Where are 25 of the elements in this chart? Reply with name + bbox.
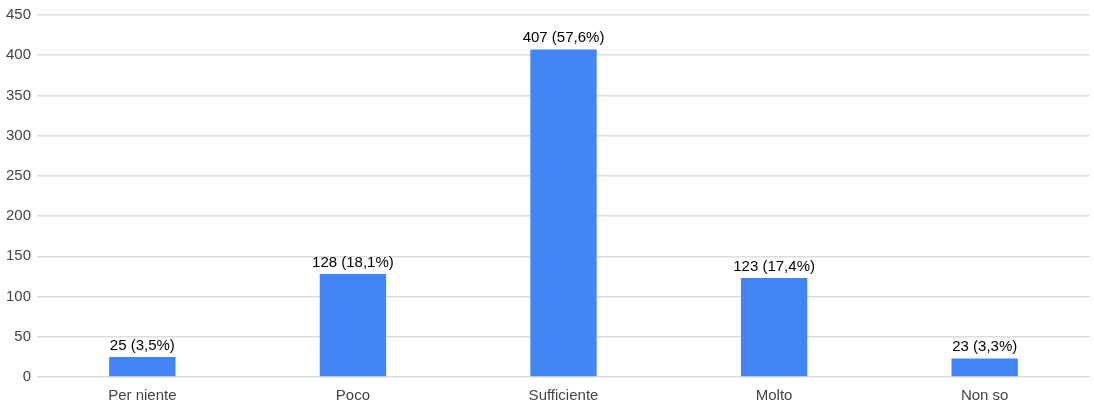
bar [951, 358, 1018, 377]
y-tick-label: 400 [6, 45, 32, 63]
y-tick-label: 200 [6, 206, 32, 224]
y-tick-label: 450 [6, 5, 32, 23]
y-tick-label: 350 [6, 85, 32, 103]
data-label: 123 (17,4%) [733, 256, 815, 274]
data-label: 25 (3,5%) [109, 335, 175, 353]
y-tick-label: 50 [14, 326, 32, 344]
y-tick-label: 300 [6, 125, 32, 143]
y-tick-label: 0 [22, 367, 32, 385]
y-tick-label: 100 [6, 286, 32, 304]
x-tick-label: Non so [960, 386, 1009, 404]
x-tick-label: Poco [335, 386, 371, 404]
x-tick-label: Molto [755, 386, 793, 404]
data-label: 407 (57,6%) [522, 28, 605, 46]
x-tick-label: Sufficiente [528, 386, 599, 404]
y-tick-label: 150 [6, 246, 32, 264]
x-tick-label: Per niente [108, 386, 177, 404]
data-label: 23 (3,3%) [952, 337, 1018, 355]
bar [109, 356, 176, 377]
data-label: 128 (18,1%) [312, 252, 394, 270]
bar [740, 278, 808, 377]
bar [319, 274, 387, 377]
bar [530, 49, 597, 377]
y-tick-label: 250 [6, 166, 32, 184]
